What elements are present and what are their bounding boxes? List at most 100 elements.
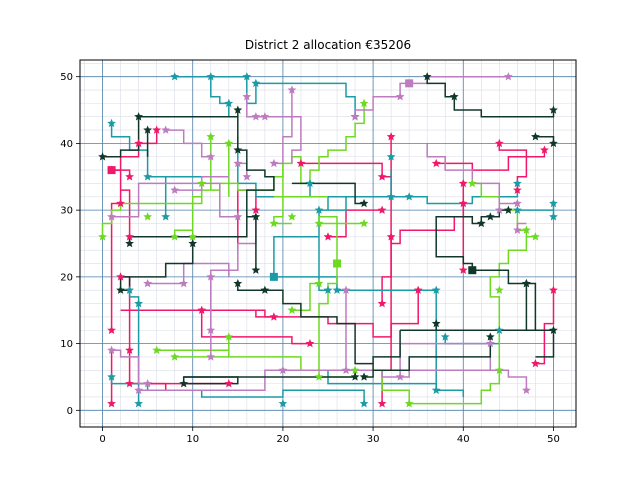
star-marker <box>107 212 116 221</box>
star-marker <box>206 72 216 81</box>
x-tick-label: 0 <box>99 434 105 445</box>
star-marker <box>206 352 216 361</box>
star-marker <box>98 232 107 241</box>
star-marker <box>224 138 234 148</box>
route-line <box>373 336 492 372</box>
star-marker <box>513 178 522 188</box>
star-marker <box>377 298 387 308</box>
star-marker <box>513 198 522 208</box>
star-marker <box>395 372 405 381</box>
star-marker <box>125 172 134 181</box>
star-marker <box>152 345 162 354</box>
star-marker <box>233 278 243 288</box>
route-line <box>472 269 527 285</box>
star-marker <box>359 98 369 108</box>
route-line <box>237 116 275 271</box>
route-line <box>237 283 265 291</box>
route-line <box>318 216 365 264</box>
star-marker <box>134 298 143 308</box>
star-marker <box>485 212 495 221</box>
star-marker <box>134 112 143 121</box>
star-marker <box>224 379 234 388</box>
star-marker <box>531 232 540 241</box>
star-marker <box>350 365 360 374</box>
star-marker <box>206 325 216 334</box>
star-marker <box>458 198 468 208</box>
route-line <box>119 243 194 291</box>
star-marker <box>531 132 540 141</box>
star-marker <box>197 178 207 188</box>
star-marker <box>395 92 405 101</box>
star-marker <box>143 172 153 181</box>
star-marker <box>377 205 387 214</box>
star-marker <box>206 132 216 141</box>
star-marker <box>386 192 396 201</box>
star-marker <box>233 145 243 154</box>
x-tick-label: 20 <box>277 434 290 445</box>
star-marker <box>305 178 315 188</box>
hub-marker <box>333 259 342 268</box>
star-marker <box>386 132 396 141</box>
star-marker <box>260 112 270 121</box>
star-marker <box>242 72 252 81</box>
star-marker <box>513 185 522 194</box>
star-marker <box>170 352 180 361</box>
star-marker <box>531 359 540 368</box>
star-marker <box>359 218 369 228</box>
star-marker <box>260 285 270 294</box>
route-line <box>435 209 509 271</box>
star-marker <box>134 138 143 148</box>
x-tick-label: 50 <box>547 434 560 445</box>
series-5-markers <box>98 72 558 388</box>
star-marker <box>233 158 243 168</box>
route-line <box>165 129 211 158</box>
star-marker <box>125 238 134 248</box>
route-line <box>120 236 392 338</box>
star-marker <box>125 379 134 388</box>
star-marker <box>269 218 279 228</box>
star-marker <box>143 278 153 288</box>
star-marker <box>359 372 369 381</box>
star-marker <box>359 198 369 208</box>
star-marker <box>134 385 143 395</box>
star-marker <box>125 345 134 354</box>
star-marker <box>449 92 459 101</box>
route-line <box>291 182 365 205</box>
route-line <box>246 96 302 164</box>
star-marker <box>422 72 432 81</box>
series-2-markers <box>107 72 558 408</box>
star-marker <box>125 232 134 241</box>
star-marker <box>458 178 468 188</box>
star-marker <box>143 379 153 388</box>
star-marker <box>503 72 513 81</box>
star-marker <box>107 345 116 354</box>
star-marker <box>224 332 234 341</box>
star-marker <box>206 152 216 161</box>
star-marker <box>116 272 125 281</box>
star-marker <box>287 212 297 221</box>
star-marker <box>494 138 504 148</box>
star-marker <box>188 238 198 248</box>
star-marker <box>323 285 333 294</box>
star-marker <box>494 325 504 334</box>
star-marker <box>206 272 216 281</box>
route-line <box>354 82 410 117</box>
star-marker <box>332 285 342 294</box>
y-tick-label: 40 <box>60 139 73 150</box>
route-line <box>200 310 310 345</box>
y-tick-label: 10 <box>60 339 73 350</box>
star-marker <box>494 365 504 374</box>
star-marker <box>143 125 153 134</box>
star-marker <box>251 78 261 88</box>
star-marker <box>513 225 522 234</box>
star-marker <box>170 232 180 241</box>
route-line <box>526 282 537 331</box>
plot-frame <box>79 59 577 428</box>
route-line <box>273 236 319 277</box>
star-marker <box>251 205 261 214</box>
y-tick-label: 0 <box>67 406 73 417</box>
star-marker <box>161 212 171 221</box>
star-marker <box>305 338 315 348</box>
